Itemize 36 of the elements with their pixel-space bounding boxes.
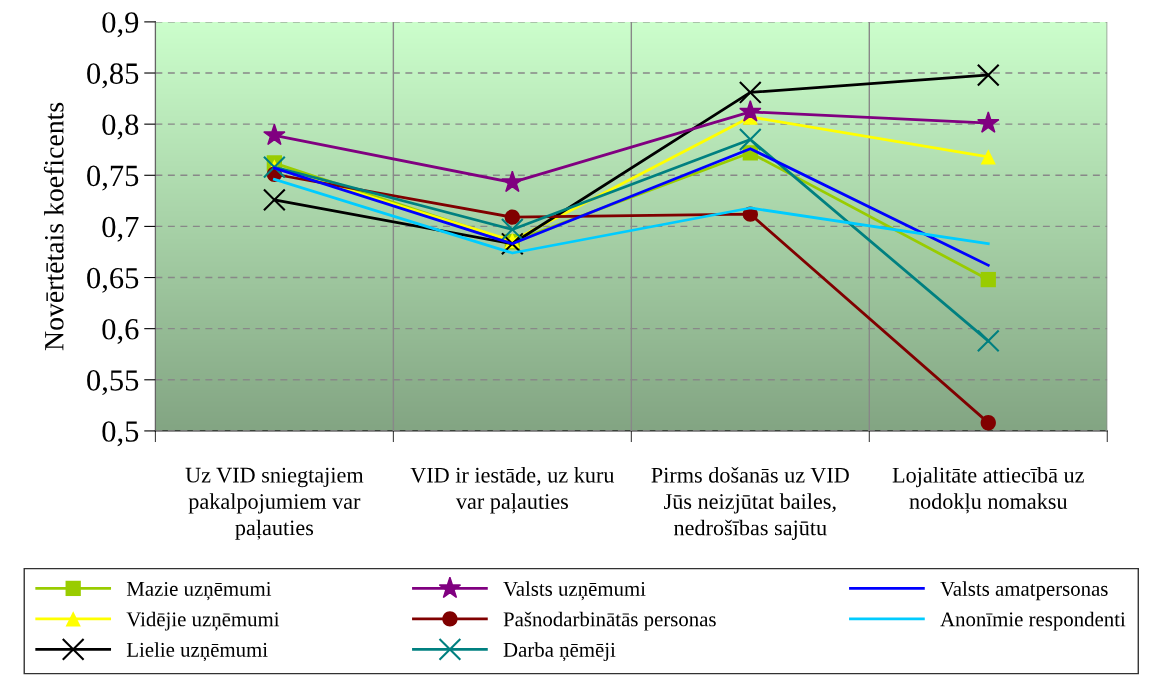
point [977, 111, 1000, 133]
legend-label: Valsts uzņēmumi [503, 581, 646, 601]
x-tick-label: VID ir iestāde, uz kuru var paļauties [410, 467, 615, 514]
point [738, 80, 762, 104]
point [976, 63, 1000, 87]
y-tick-label: 0,5 [102, 421, 139, 447]
point [262, 188, 286, 212]
y-tick-label: 0,7 [102, 216, 139, 242]
legend-label: Anonīmie respondenti [940, 611, 1126, 631]
y-tick-label: 0,75 [87, 165, 139, 191]
point [504, 209, 520, 225]
y-tick-label: 0,9 [102, 12, 139, 38]
point [976, 329, 1000, 353]
legend-label: Lielie uzņēmumi [126, 642, 268, 662]
legend-label: Pašnodarbinātās personas [503, 611, 716, 631]
point [501, 170, 524, 193]
point [980, 149, 996, 165]
legend-label: Mazie uzņēmumi [126, 581, 272, 601]
legend-label: Vidējie uzņēmumi [126, 611, 280, 631]
y-axis-title: Novērtētais koeficents [43, 102, 64, 351]
x-tick-label: Lojalitāte attiecībā uz nodokļu nomaksu [892, 467, 1084, 514]
legend-label: Darba ņēmēji [503, 642, 616, 662]
x-tick-label: Pirms došanās uz VID Jūs neizjūtat bailes, nedrošības sajūtu [651, 466, 849, 540]
y-tick-label: 0,55 [87, 370, 139, 396]
legend-label: Valsts amatpersonas [940, 581, 1108, 601]
point [980, 271, 996, 288]
point [980, 415, 996, 431]
point [739, 100, 762, 122]
y-tick-label: 0,8 [102, 114, 139, 140]
y-tick-label: 0,65 [87, 267, 139, 293]
point [500, 218, 524, 241]
y-tick-label: 0,6 [102, 318, 139, 344]
y-tick-label: 0,85 [87, 63, 139, 89]
point [263, 123, 286, 146]
x-tick-label: Uz VID sniegtajiem pakalpojumiem var paļauties [185, 467, 364, 540]
point [738, 128, 762, 151]
